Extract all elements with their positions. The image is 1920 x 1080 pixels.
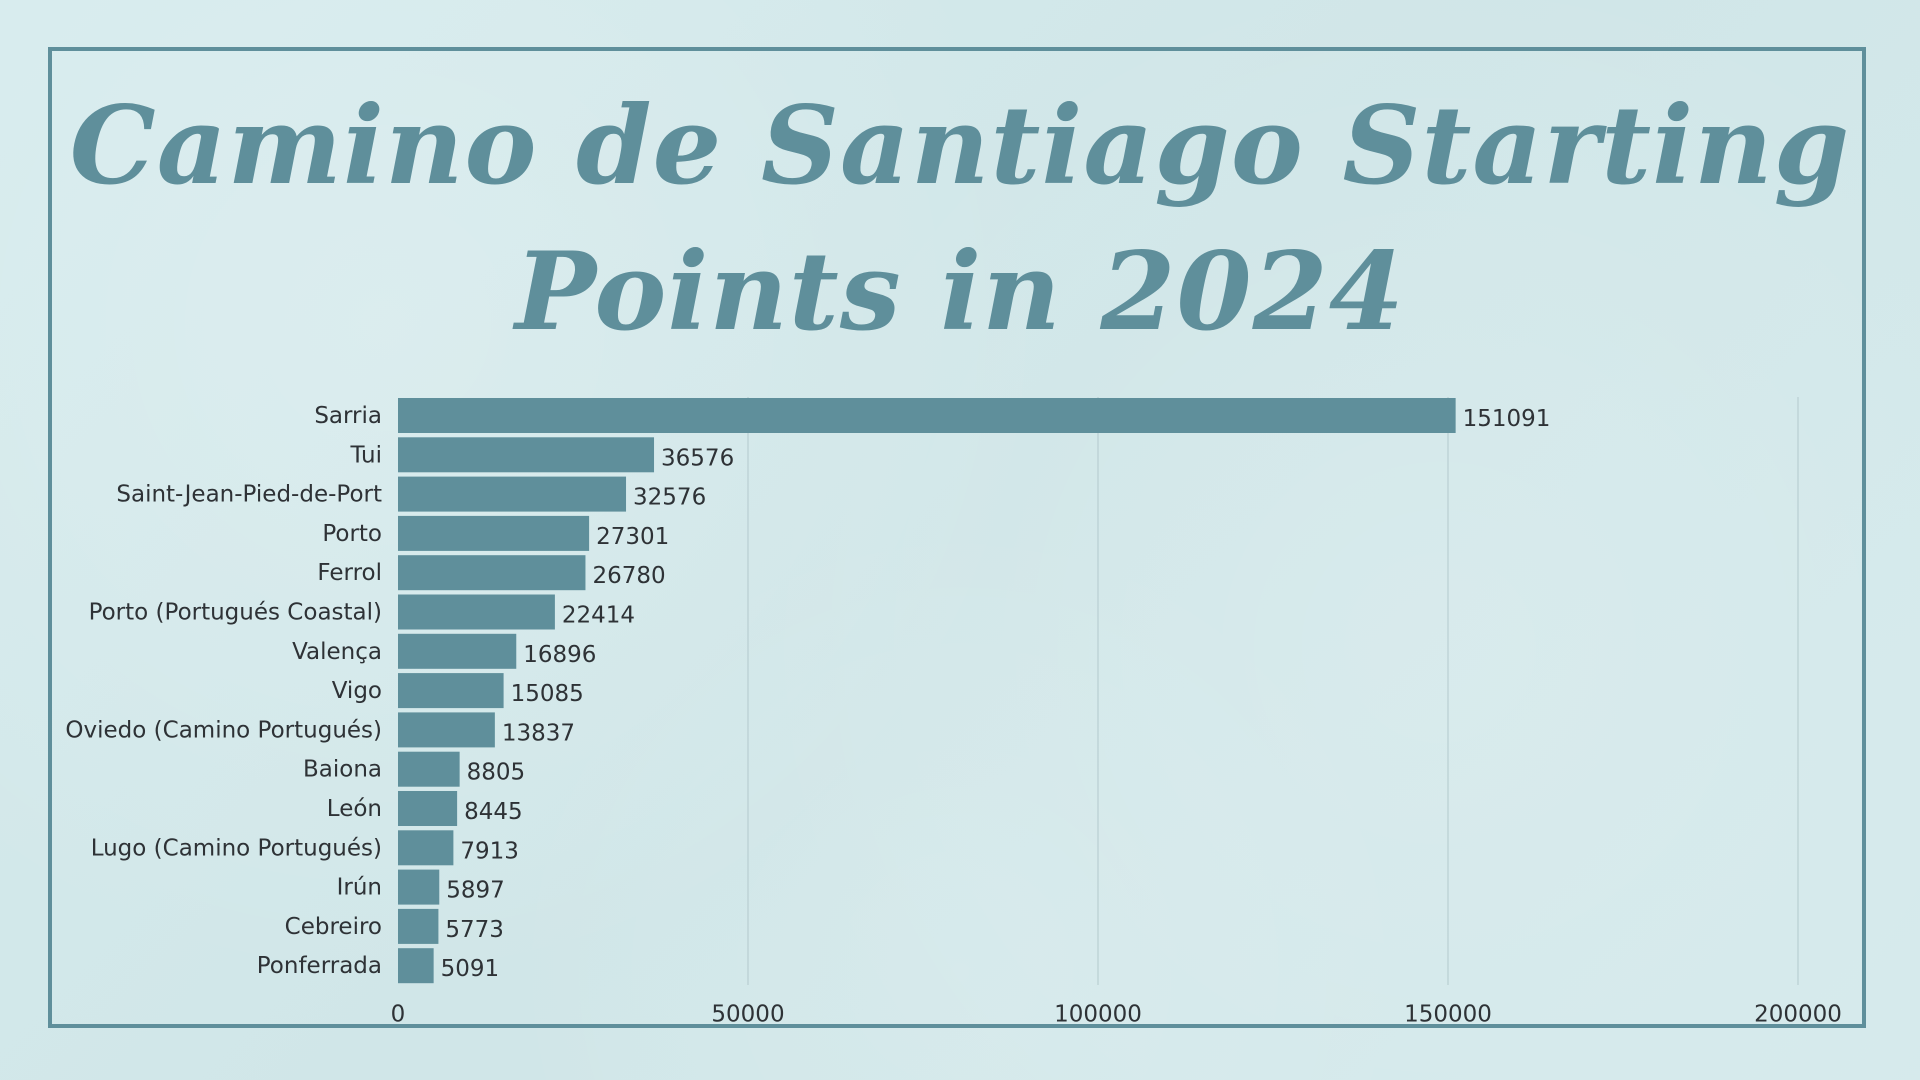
category-label: Lugo (Camino Portugués) [91,835,382,861]
category-label: Porto (Portugués Coastal) [89,600,382,626]
chart-frame [48,47,1866,1028]
data-label: 15085 [511,681,584,707]
data-label: 7913 [460,838,519,864]
data-label: 8805 [467,760,526,786]
x-tick-label: 100000 [1054,1002,1142,1028]
bar [398,830,454,866]
category-label: Vigo [332,678,382,704]
chart-title-line-1: Camino de Santiago Starting [69,83,1851,209]
data-label: 22414 [562,603,635,629]
bar [398,476,627,512]
x-tick-label: 50000 [711,1002,784,1028]
bar [398,437,655,473]
category-label: Cebreiro [285,914,382,940]
data-label: 5897 [446,878,505,904]
data-label: 16896 [523,642,596,668]
data-label: 5773 [445,917,504,943]
category-label: Sarria [314,403,382,429]
bar [398,515,590,551]
category-label: Porto [322,521,382,547]
data-label: 151091 [1463,406,1551,432]
category-label: Saint-Jean-Pied-de-Port [116,482,382,508]
category-label: León [327,796,382,822]
data-label: 27301 [596,524,669,550]
chart-title-line-2: Points in 2024 [515,229,1405,355]
category-label: Baiona [303,757,382,783]
bar [398,712,495,748]
data-label: 13837 [502,720,575,746]
bar [398,594,555,630]
x-tick-label: 0 [391,1002,406,1028]
data-label: 5091 [441,956,500,982]
bar [398,751,460,787]
bar [398,908,439,944]
bar [398,948,434,984]
x-tick-label: 150000 [1404,1002,1492,1028]
category-label: Ferrol [317,560,382,586]
category-label: Ponferrada [257,953,382,979]
data-label: 8445 [464,799,523,825]
category-label: Irún [337,875,382,901]
bar [398,633,517,669]
bar [398,555,586,591]
category-label: Oviedo (Camino Portugués) [65,717,382,743]
data-label: 32576 [633,485,706,511]
x-tick-label: 200000 [1754,1002,1842,1028]
data-label: 26780 [592,563,665,589]
data-label: 36576 [661,445,734,471]
bar [398,791,458,826]
category-label: Tui [349,442,382,468]
bar [398,869,440,905]
bar [398,398,1456,433]
bar [398,673,504,709]
category-label: Valença [292,639,382,665]
